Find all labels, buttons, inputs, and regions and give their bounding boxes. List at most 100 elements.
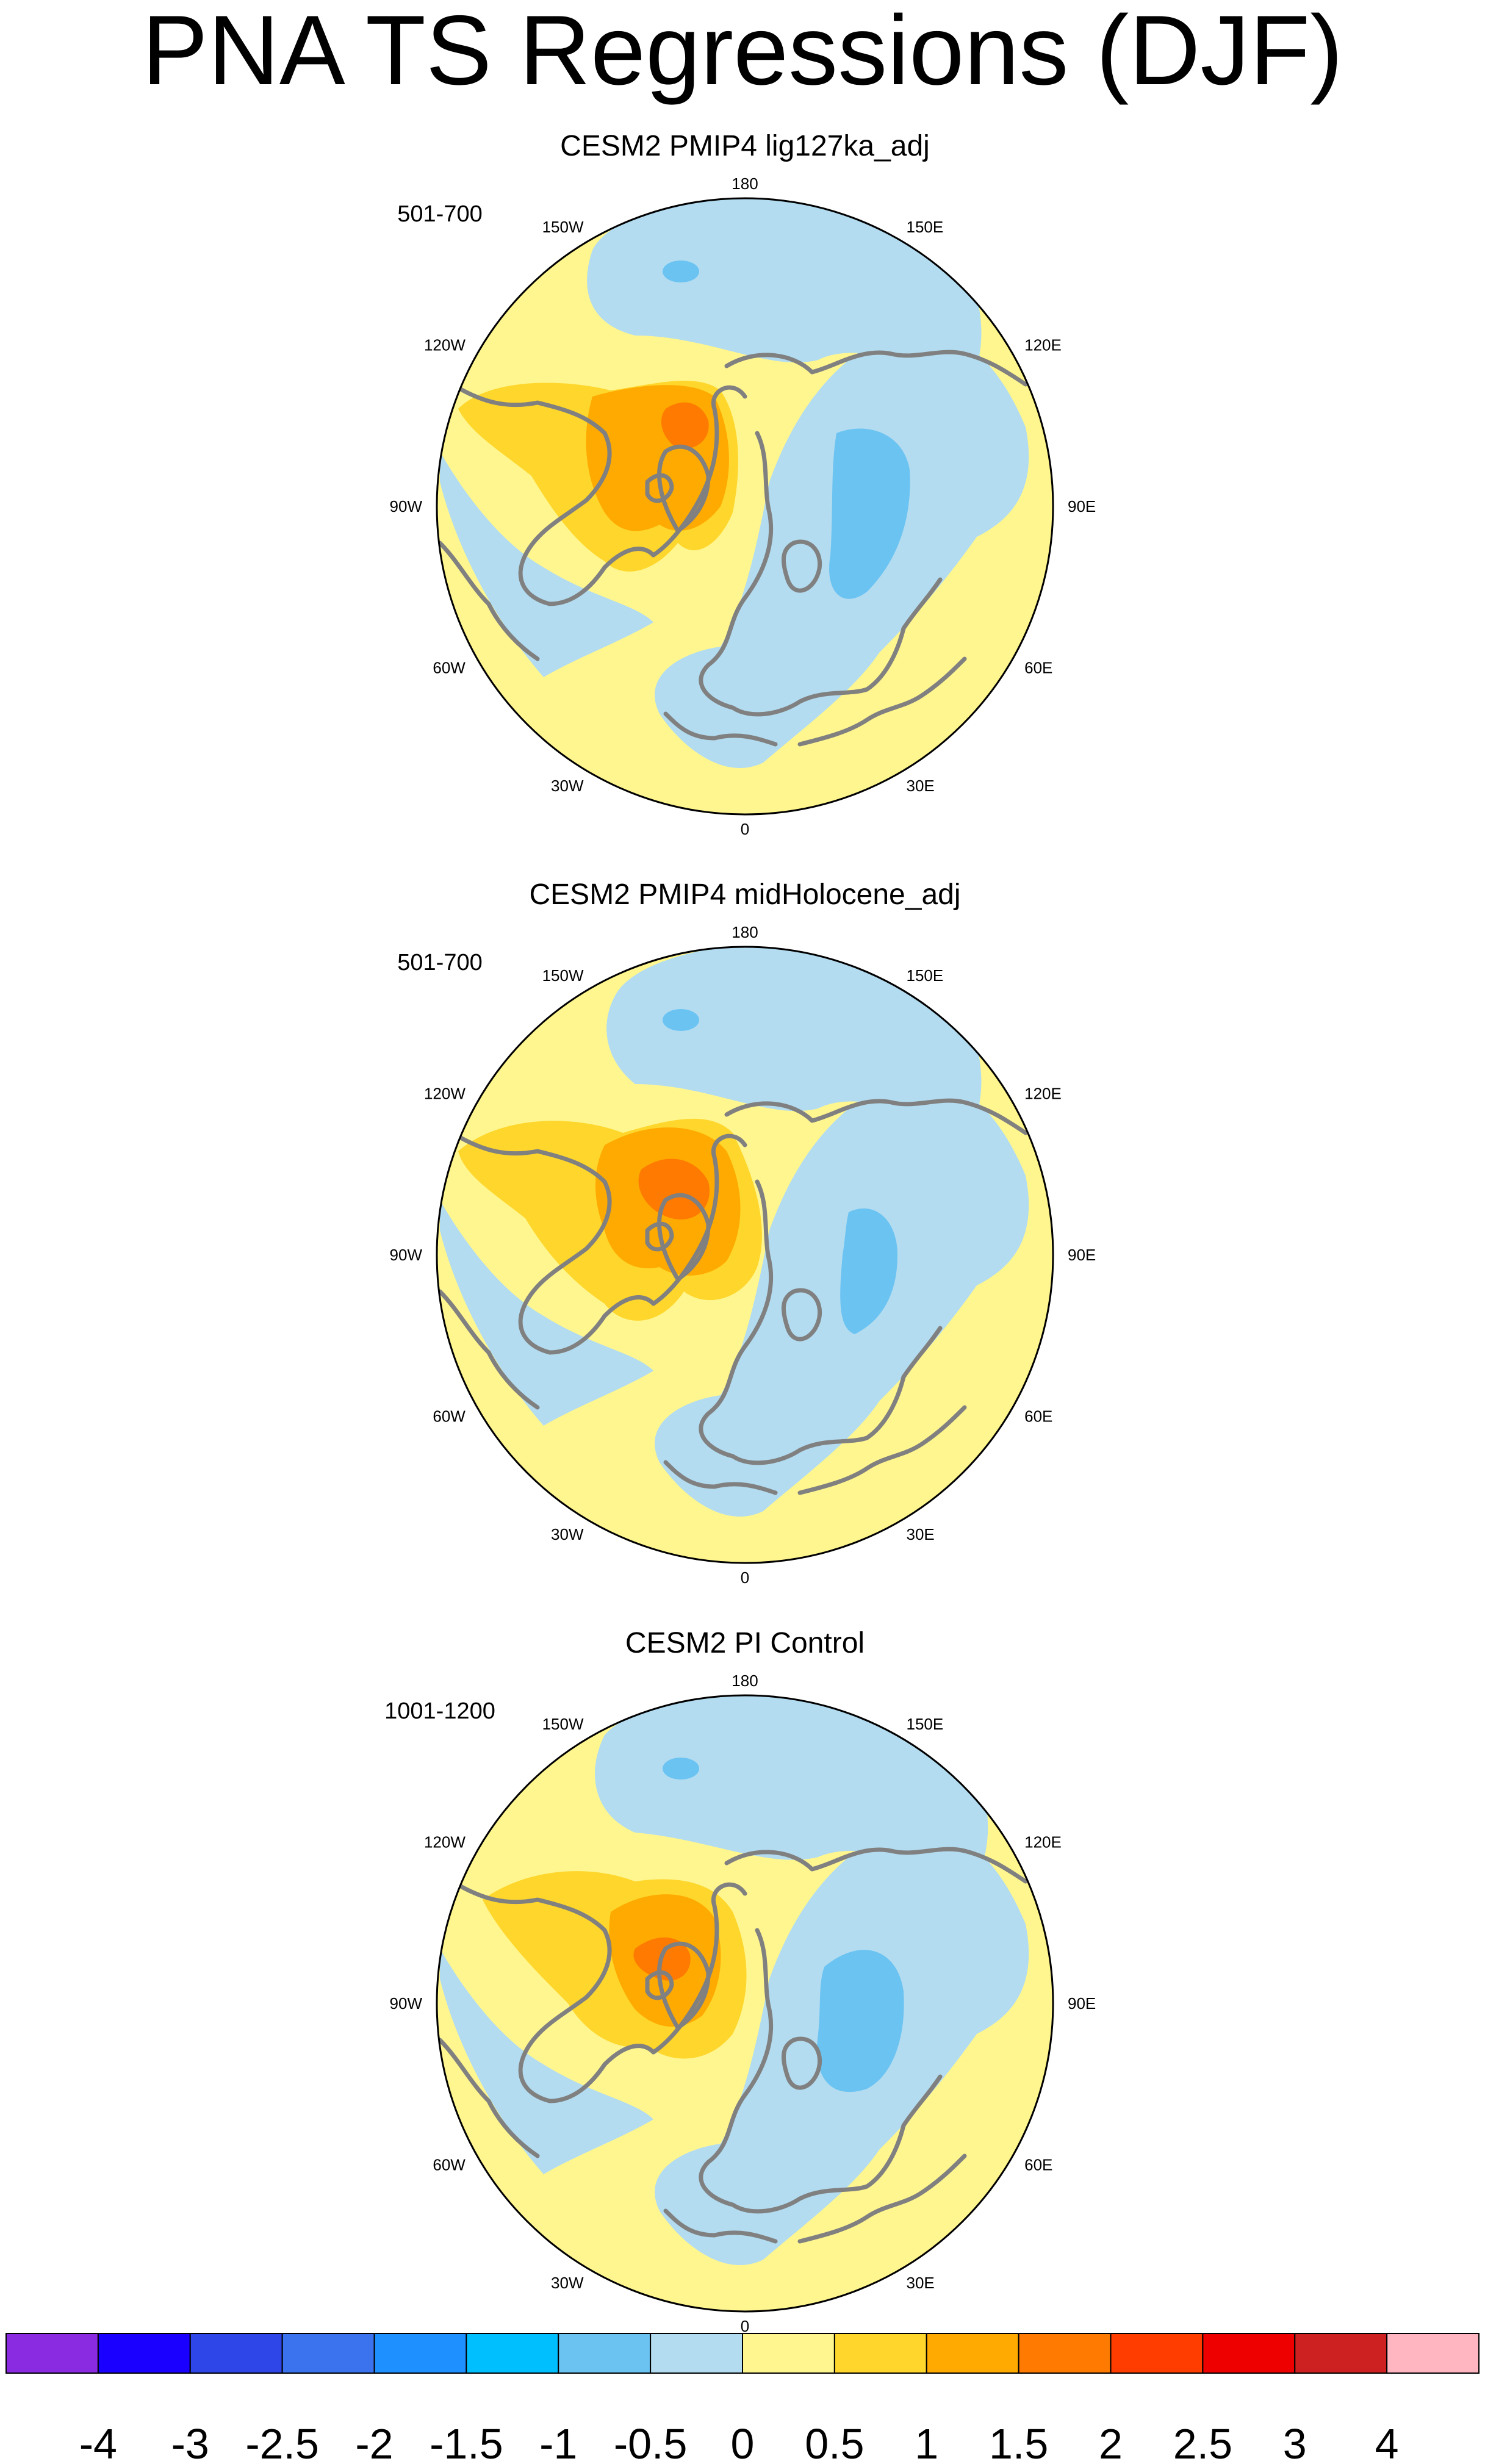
colorbar-label: -0.5 xyxy=(614,2420,688,2464)
colorbar-label: -1.5 xyxy=(430,2420,503,2464)
lon-label-60w: 60W xyxy=(433,1407,466,1426)
lon-label-90e: 90E xyxy=(1068,1994,1096,2013)
coastline xyxy=(797,1405,967,1495)
lon-label-120w: 120W xyxy=(424,1833,466,1852)
colorbar-swatch xyxy=(926,2333,1019,2374)
colorbar-swatch xyxy=(466,2333,559,2374)
colorbar-label: 3 xyxy=(1283,2420,1307,2464)
lon-label-60e: 60E xyxy=(1024,659,1052,677)
colorbar-swatch xyxy=(650,2333,743,2374)
lon-label-150e: 150E xyxy=(907,218,944,236)
coastline xyxy=(781,539,822,593)
colorbar-swatch xyxy=(5,2333,99,2374)
colorbar-label: 1 xyxy=(915,2420,938,2464)
lon-label-60e: 60E xyxy=(1024,2156,1052,2174)
map-panel-2: CESM2 PMIP4 midHolocene_adj 501-700 180 150… xyxy=(390,878,1096,1587)
coastline xyxy=(781,2036,822,2090)
anomaly-region-north-pacific xyxy=(595,1695,988,1867)
lon-label-30w: 30W xyxy=(551,2274,584,2292)
map-boundary xyxy=(436,197,1054,816)
lon-label-60w: 60W xyxy=(433,659,466,677)
lon-label-30e: 30E xyxy=(907,2274,935,2292)
colorbar-swatch xyxy=(1110,2333,1204,2374)
coastline xyxy=(724,350,1028,387)
colorbar-swatch xyxy=(97,2333,191,2374)
anomaly-region-eurasia-core xyxy=(817,1950,904,2092)
colorbar-swatch xyxy=(833,2333,927,2374)
coastline xyxy=(437,1289,540,1410)
coastline xyxy=(797,656,967,747)
coastline xyxy=(699,431,943,717)
map-field xyxy=(437,1695,1053,2311)
lon-label-150e: 150E xyxy=(907,966,944,985)
coastlines xyxy=(437,1847,1028,2244)
colorbar-swatch xyxy=(1202,2333,1296,2374)
lon-label-180: 180 xyxy=(732,1672,758,1690)
lon-label-90e: 90E xyxy=(1068,497,1096,515)
colorbar-swatch xyxy=(189,2333,283,2374)
colorbar-swatch xyxy=(373,2333,467,2374)
colorbar-swatch xyxy=(281,2333,375,2374)
year-range-label: 501-700 xyxy=(397,950,482,975)
lon-label-120w: 120W xyxy=(424,336,466,354)
coastline xyxy=(450,1130,656,1355)
coastline xyxy=(657,1941,711,2030)
colorbar-swatch xyxy=(1294,2333,1388,2374)
anomaly-spot-pacific xyxy=(663,1758,699,1780)
panel-title: CESM2 PI Control xyxy=(625,1627,865,1659)
lon-label-150w: 150W xyxy=(542,966,584,985)
map-panel-1: CESM2 PMIP4 lig127ka_adj 501-700 180 150E 12… xyxy=(390,130,1096,838)
anomaly-region-north-america-peak xyxy=(661,402,709,449)
anomaly-region-north-pacific xyxy=(587,198,982,370)
anomaly-region-eurasia-core xyxy=(829,428,910,599)
lon-label-90w: 90W xyxy=(390,1994,423,2013)
anomaly-region-west xyxy=(440,1949,653,2174)
map-field xyxy=(437,198,1053,814)
map-boundary xyxy=(436,946,1054,1564)
lon-label-120e: 120E xyxy=(1024,1833,1062,1852)
coastline xyxy=(645,1221,674,1252)
panel-title: CESM2 PMIP4 midHolocene_adj xyxy=(530,878,961,911)
colorbar-label: 2 xyxy=(1099,2420,1123,2464)
lon-label-120e: 120E xyxy=(1024,1085,1062,1103)
lon-label-150e: 150E xyxy=(907,1715,944,1733)
colorbar-swatch xyxy=(1386,2333,1480,2374)
coastline xyxy=(797,2153,967,2244)
lon-label-60e: 60E xyxy=(1024,1407,1052,1426)
anomaly-region-west xyxy=(440,1200,653,1426)
lon-label-30w: 30W xyxy=(551,1525,584,1543)
coastline xyxy=(724,1098,1028,1135)
figure-title: PNA TS Regressions (DJF) xyxy=(142,0,1343,106)
lon-label-90w: 90W xyxy=(390,497,423,515)
lon-label-120w: 120W xyxy=(424,1085,466,1103)
colorbar-swatch xyxy=(558,2333,652,2374)
field-contours xyxy=(437,198,1029,768)
lon-label-30w: 30W xyxy=(551,777,584,795)
field-contours xyxy=(437,947,1029,1517)
colorbar-swatch xyxy=(742,2333,835,2374)
field-contours xyxy=(437,1695,1029,2265)
panel-title: CESM2 PMIP4 lig127ka_adj xyxy=(560,130,930,162)
lon-label-0: 0 xyxy=(741,820,749,838)
coastline xyxy=(781,1288,822,1342)
colorbar-label: -4 xyxy=(79,2420,117,2464)
lon-label-120e: 120E xyxy=(1024,336,1062,354)
lon-label-180: 180 xyxy=(732,923,758,941)
lon-label-30e: 30E xyxy=(907,1525,935,1543)
coastline xyxy=(663,2208,778,2244)
coastline xyxy=(450,382,656,606)
coastlines xyxy=(437,350,1028,747)
coastline xyxy=(437,541,540,661)
colorbar-label: 1.5 xyxy=(989,2420,1048,2464)
colorbar-label: -3 xyxy=(171,2420,209,2464)
colorbar-label: 2.5 xyxy=(1173,2420,1232,2464)
lon-label-0: 0 xyxy=(741,1568,749,1587)
coastline xyxy=(645,473,674,503)
lon-label-150w: 150W xyxy=(542,218,584,236)
colorbar-label: -1 xyxy=(539,2420,577,2464)
map-boundary xyxy=(436,1694,1054,2313)
colorbar-label: 0.5 xyxy=(805,2420,864,2464)
lon-label-0: 0 xyxy=(741,2317,749,2335)
colorbar-label: -2.5 xyxy=(245,2420,319,2464)
